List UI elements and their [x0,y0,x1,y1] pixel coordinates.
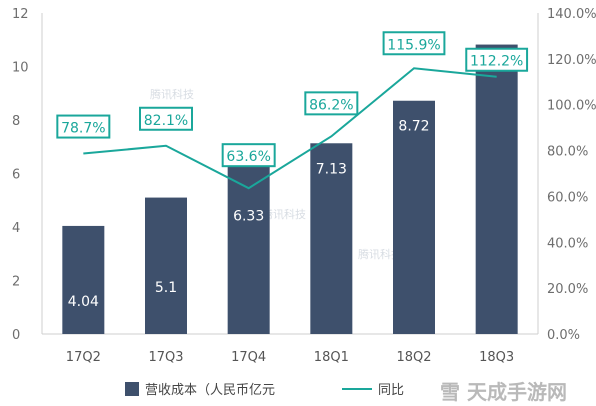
line-data-label: 78.7% [61,121,105,137]
watermark-bg [430,374,596,406]
bar [393,100,435,335]
line-data-label-box [382,31,446,56]
line-data-label-box [139,106,193,131]
y-right-tick-label: 120.0% [547,53,596,68]
x-tick-label: 18Q3 [479,350,514,365]
y-right-tick-label: 140.0% [547,7,596,22]
bar-data-label: 4.04 [68,294,99,310]
x-tick-label: 18Q2 [396,350,431,365]
y-left-tick-label: 6 [12,168,20,183]
bar-data-label: 6.33 [233,209,264,225]
watermark-text: 腾讯科技 [358,247,402,261]
bar [227,164,270,334]
line-data-label-box [465,47,529,72]
y-right-tick-label: 100.0% [547,99,596,114]
y-left-tick-label: 4 [12,221,20,236]
x-tick-label: 17Q4 [231,350,266,365]
watermark-text: 腾讯科技 [262,207,306,221]
bar [62,225,105,334]
watermark-text: 腾讯科技 [150,87,194,101]
y-left-tick-label: 8 [12,114,20,129]
y-left-tick-label: 10 [12,61,29,76]
line-data-label: 82.1% [144,113,188,129]
x-tick-label: 18Q1 [314,350,349,365]
bar-data-label: 8.72 [398,119,429,135]
y-right-tick-label: 40.0% [547,236,588,251]
line-data-label: 115.9% [387,37,440,53]
y-right-tick-label: 80.0% [547,145,588,160]
growth-line [83,67,497,190]
bar [475,44,518,334]
legend-label-line: 同比 [378,383,404,398]
y-right-tick-label: 0.0% [547,328,580,343]
y-right-tick-label: 60.0% [547,190,588,205]
bar-data-label: 7.13 [316,161,347,177]
line-data-label: 112.2% [470,54,523,70]
line-data-label-box [221,143,276,168]
x-tick-label: 17Q2 [66,350,101,365]
legend-label-bars: 营收成本（人民币亿元 [145,383,275,398]
y-left-tick-label: 12 [12,7,29,22]
bar [310,143,353,334]
y-left-tick-label: 0 [12,328,20,343]
line-data-label-box [304,91,359,116]
y-right-tick-label: 20.0% [547,282,588,297]
line-data-label: 86.2% [309,97,353,113]
watermark-site: 雪 天成手游网 [440,380,567,404]
line-data-label: 63.6% [226,149,270,165]
bar [145,197,187,334]
legend-swatch-bars [125,382,139,396]
bar-data-label: 5.1 [155,280,177,296]
line-data-label-box [56,114,111,139]
x-tick-label: 17Q3 [148,350,183,365]
y-left-tick-label: 2 [12,275,20,290]
